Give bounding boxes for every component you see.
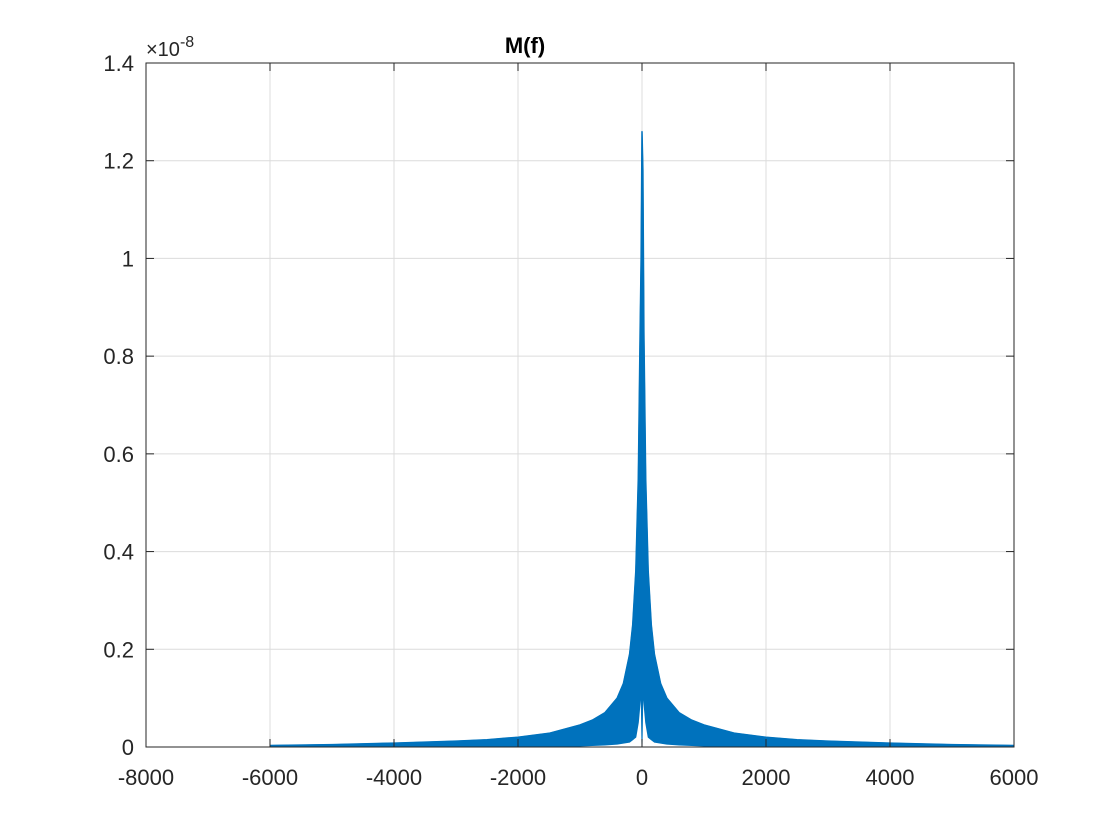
x-tick-label: -8000 bbox=[118, 765, 174, 790]
x-tick-label: -4000 bbox=[366, 765, 422, 790]
y-axis-multiplier-base: ×10 bbox=[146, 39, 180, 61]
y-tick-labels: 0 0.2 0.4 0.6 0.8 1 1.2 1.4 bbox=[103, 51, 134, 760]
y-tick-label: 0.2 bbox=[103, 637, 134, 662]
tick-marks bbox=[145, 62, 1015, 748]
x-tick-label: -6000 bbox=[242, 765, 298, 790]
y-tick-label: 1.4 bbox=[103, 51, 134, 76]
grid bbox=[146, 63, 1014, 747]
plot-area-border bbox=[145, 62, 1015, 748]
y-tick-label: 1 bbox=[122, 246, 134, 271]
y-tick-label: 0.6 bbox=[103, 442, 134, 467]
x-tick-label: 2000 bbox=[742, 765, 791, 790]
x-tick-label: 0 bbox=[636, 765, 648, 790]
y-tick-label: 0 bbox=[122, 735, 134, 760]
x-tick-label: -2000 bbox=[490, 765, 546, 790]
x-tick-label: 4000 bbox=[866, 765, 915, 790]
series-line-upper bbox=[269, 131, 1015, 747]
y-tick-label: 1.2 bbox=[103, 149, 134, 174]
x-tick-labels: -8000 -6000 -4000 -2000 0 2000 4000 6000 bbox=[118, 765, 1039, 790]
y-axis-multiplier: ×10-8 bbox=[146, 34, 194, 61]
chart-title: M(f) bbox=[505, 33, 545, 58]
x-tick-label: 6000 bbox=[990, 765, 1039, 790]
y-axis-multiplier-exponent: -8 bbox=[180, 34, 194, 51]
y-tick-label: 0.8 bbox=[103, 344, 134, 369]
y-tick-label: 0.4 bbox=[103, 540, 134, 565]
